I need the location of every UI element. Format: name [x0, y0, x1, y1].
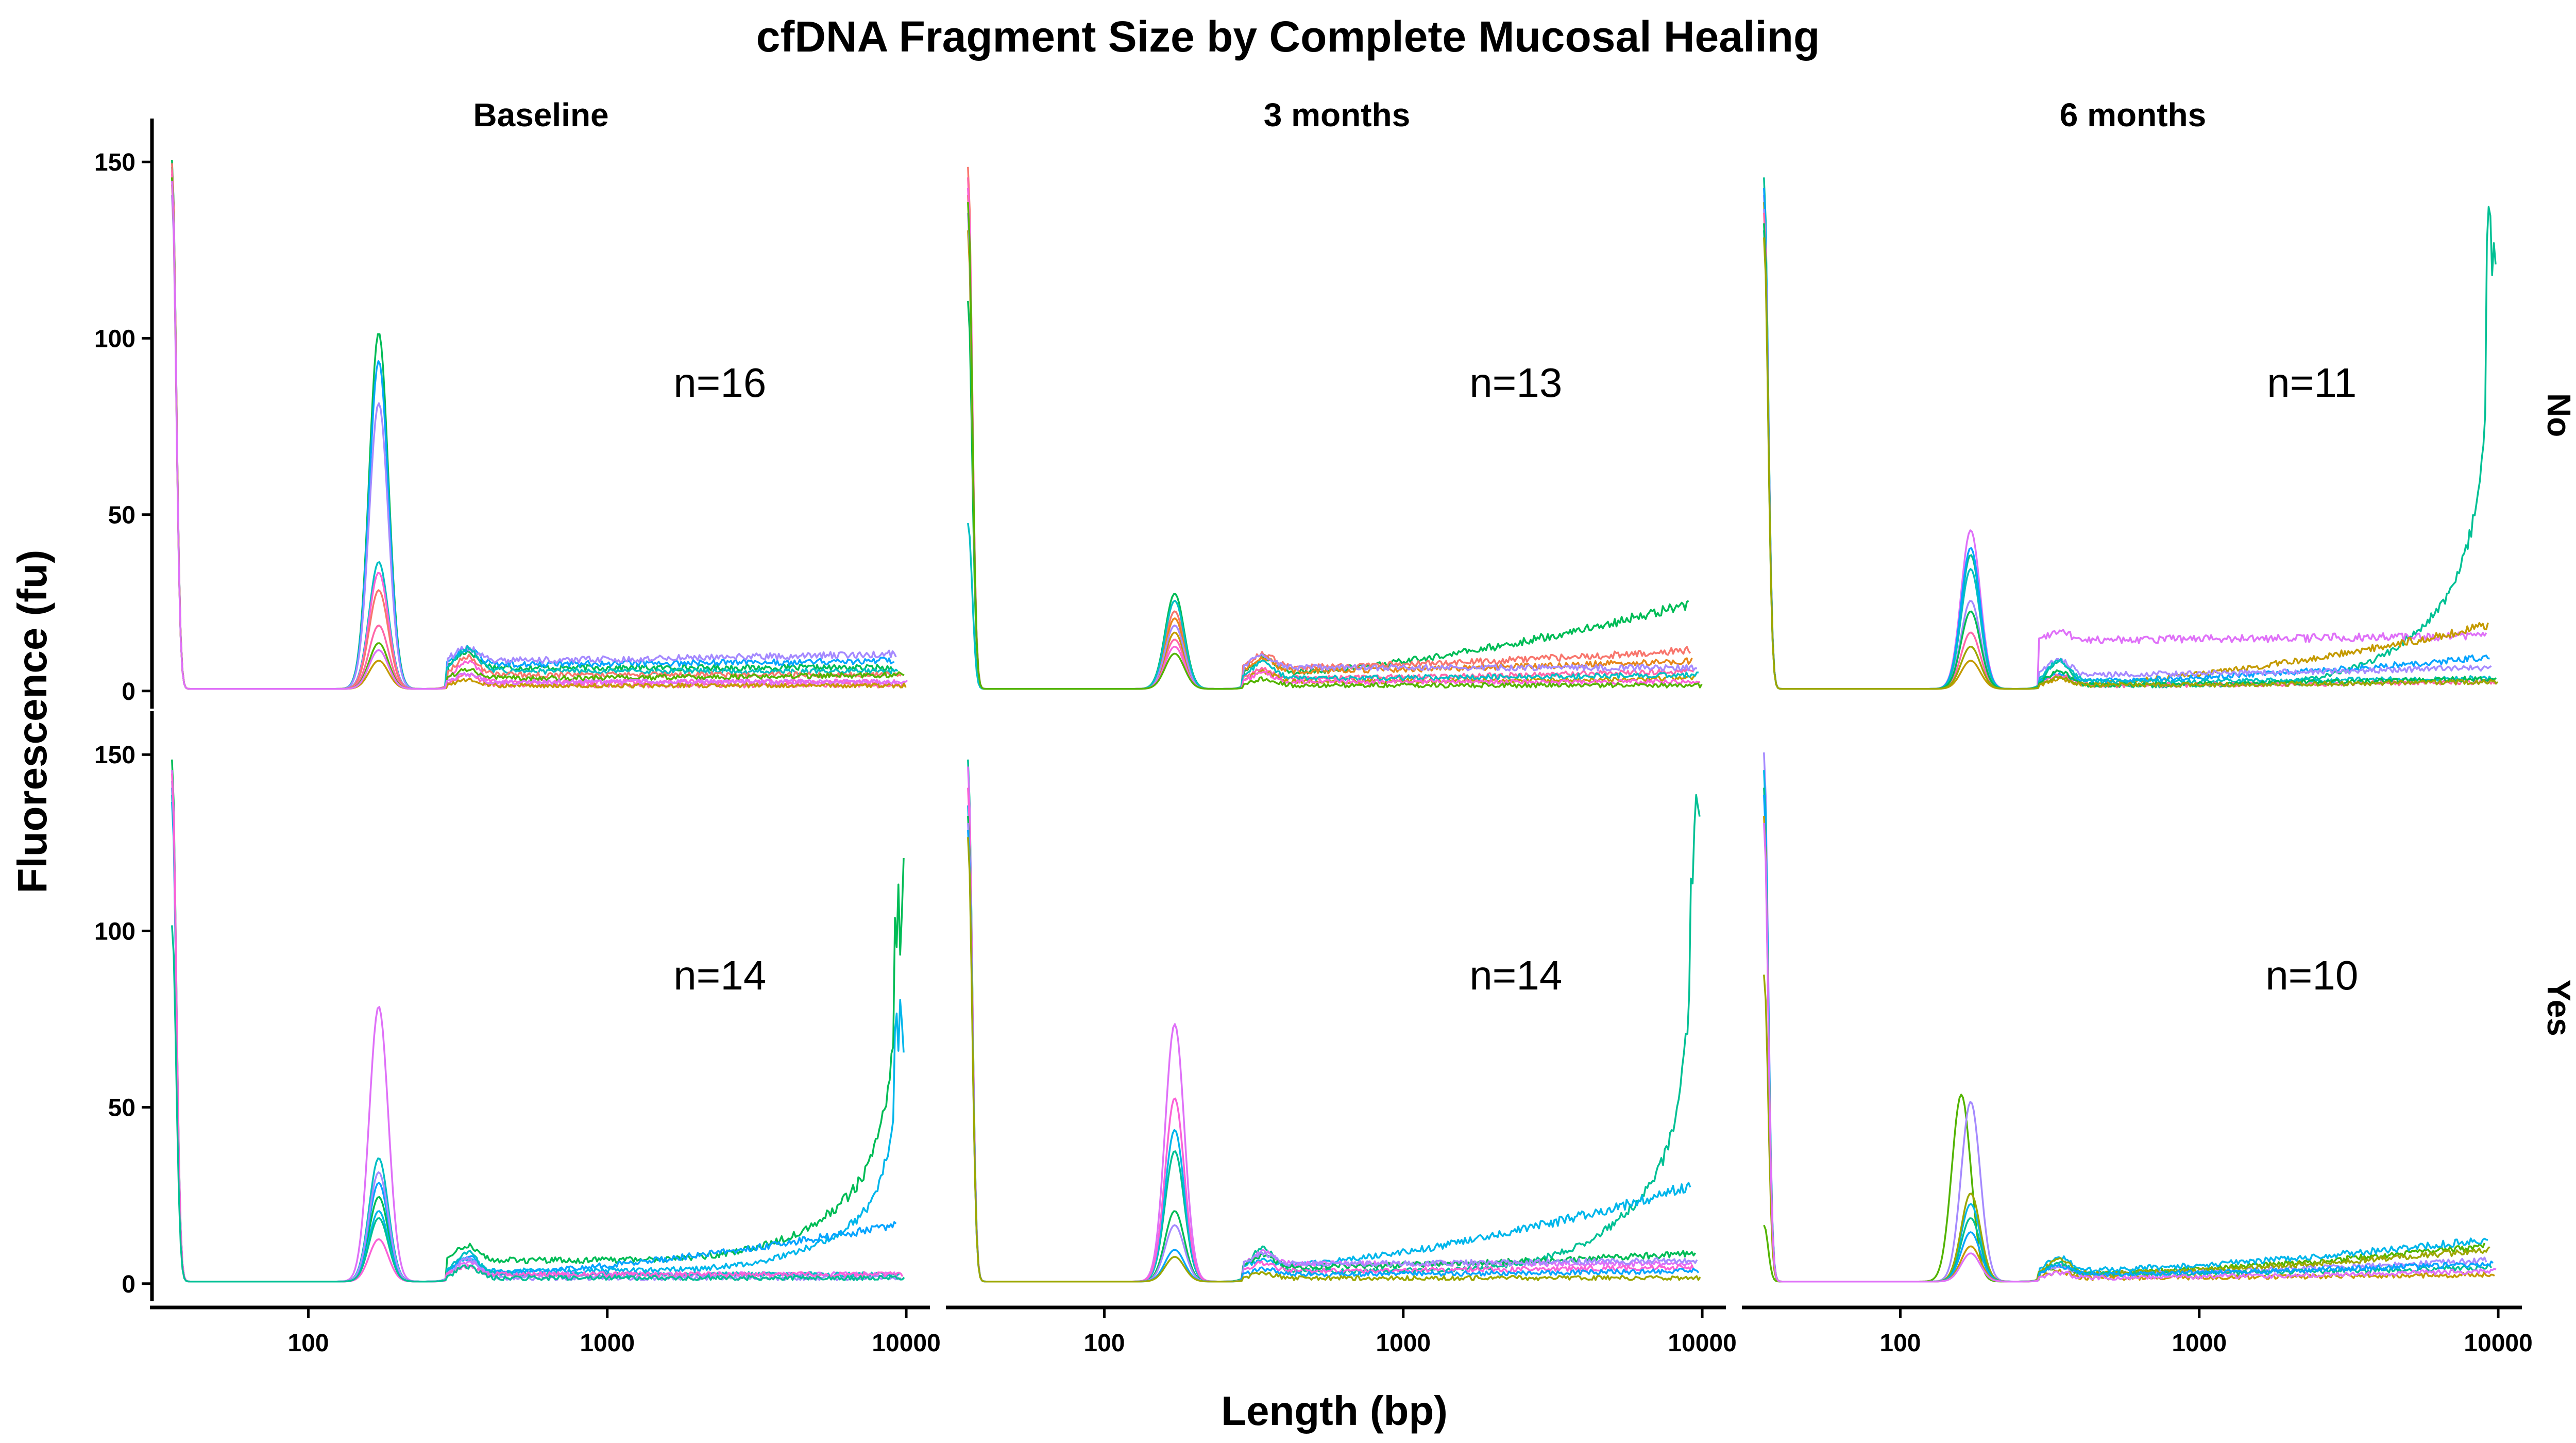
sample-count-label: n=10	[2265, 952, 2358, 998]
sample-count-label: n=11	[2267, 360, 2357, 406]
series-line	[171, 184, 907, 690]
series-line	[171, 160, 894, 690]
y-tick-label: 150	[94, 149, 135, 176]
strip-label-3-months: 3 months	[1264, 96, 1410, 133]
chart-title: cfDNA Fragment Size by Complete Mucosal …	[756, 12, 1820, 61]
series-line	[967, 188, 1701, 690]
x-tick-label: 10000	[1668, 1330, 1736, 1357]
y-tick-label: 0	[122, 1271, 135, 1298]
panels-layer: Baseline 3 months 6 months No Yes n=16 0 50 100 1…	[94, 96, 2576, 1357]
y-tick-label: 50	[108, 1095, 135, 1122]
y-tick-label: 100	[94, 325, 135, 353]
sample-count-label: n=14	[1469, 952, 1562, 998]
series-line	[171, 181, 908, 690]
series-group	[967, 759, 1701, 1283]
series-line	[1763, 752, 2487, 1283]
series-line	[171, 770, 898, 1283]
series-line	[171, 787, 905, 1283]
row-label-no: No	[2540, 393, 2576, 437]
series-line	[171, 163, 902, 690]
x-tick-label: 100	[287, 1330, 329, 1357]
series-line	[171, 195, 897, 690]
series-line	[1763, 787, 2493, 1283]
x-tick-label: 10000	[872, 1330, 940, 1357]
series-line	[1763, 212, 2496, 690]
sample-count-label: n=13	[1469, 360, 1562, 406]
y-tick-label: 100	[94, 918, 135, 945]
series-line	[171, 166, 899, 690]
series-group	[1763, 752, 2497, 1283]
series-line	[967, 823, 1698, 1283]
series-line	[171, 177, 905, 690]
panel-6-months-yes: n=10 100 1000 10000	[1742, 752, 2533, 1357]
series-line	[967, 787, 1695, 1283]
series-line	[967, 805, 1691, 1283]
x-tick-label: 100	[1083, 1330, 1125, 1357]
series-line	[171, 759, 905, 1283]
series-line	[1763, 177, 2497, 690]
series-line	[1763, 188, 2490, 690]
series-group	[171, 759, 905, 1283]
series-line	[171, 774, 904, 1283]
series-line	[1763, 223, 2497, 690]
series-group	[171, 160, 908, 690]
y-axis-title: Fluorescence (fu)	[9, 550, 55, 894]
series-line	[1763, 230, 2494, 690]
series-group	[967, 166, 1703, 690]
x-tick-label: 100	[1879, 1330, 1921, 1357]
series-line	[967, 202, 1703, 690]
sample-count-label: n=14	[673, 952, 766, 998]
series-line	[1763, 195, 2487, 690]
series-line	[967, 816, 1697, 1283]
series-line	[1763, 202, 2489, 690]
series-line	[967, 212, 1698, 690]
panel-6-months-no: n=11	[1763, 177, 2499, 690]
x-tick-label: 10000	[2464, 1330, 2532, 1357]
panel-baseline-yes: n=14 0 50 100 150 100 1000 10000	[94, 711, 941, 1357]
series-line	[171, 174, 900, 690]
strip-label-baseline: Baseline	[473, 96, 608, 133]
series-line	[967, 177, 1694, 690]
series-line	[171, 170, 904, 690]
strip-label-6-months: 6 months	[2060, 96, 2206, 133]
series-line	[967, 837, 1701, 1283]
series-line	[1763, 816, 2495, 1283]
series-line	[967, 300, 1689, 690]
series-line	[1763, 209, 2492, 690]
series-line	[1763, 795, 2494, 1283]
series-line	[967, 230, 1696, 690]
series-line	[967, 766, 1692, 1283]
row-label-yes: Yes	[2540, 979, 2576, 1036]
y-tick-label: 150	[94, 742, 135, 769]
x-tick-label: 1000	[2172, 1330, 2227, 1357]
series-line	[1763, 823, 2497, 1283]
panel-3-months-yes: n=14 100 1000 10000	[946, 759, 1737, 1357]
series-group	[1763, 177, 2499, 690]
series-line	[171, 801, 897, 1283]
series-line	[171, 925, 905, 1283]
y-tick-label: 0	[122, 678, 135, 706]
x-tick-label: 1000	[580, 1330, 635, 1357]
sample-count-label: n=16	[673, 360, 766, 406]
series-line	[967, 195, 1693, 690]
series-line	[1763, 770, 2488, 1283]
panel-3-months-no: n=13	[967, 166, 1703, 690]
series-line	[967, 166, 1691, 690]
series-line	[967, 759, 1701, 1283]
series-line	[171, 780, 902, 1283]
y-tick-label: 50	[108, 502, 135, 529]
panel-baseline-no: n=16 0 50 100 150	[94, 119, 908, 709]
series-line	[171, 795, 900, 1283]
series-line	[171, 177, 895, 690]
series-line	[1763, 975, 2490, 1283]
series-line	[1763, 237, 2499, 690]
x-axis-title: Length (bp)	[1221, 1388, 1448, 1434]
x-tick-label: 1000	[1376, 1330, 1431, 1357]
